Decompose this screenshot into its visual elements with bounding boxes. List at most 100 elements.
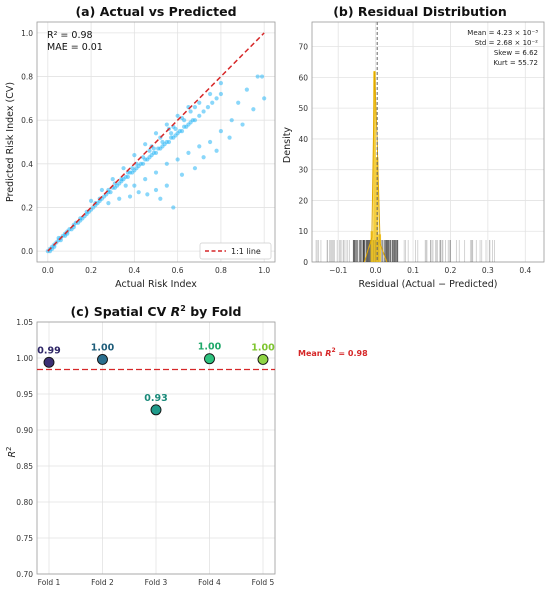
scatter-point [145,192,150,197]
scatter-point [164,183,169,188]
fold-point [257,353,269,365]
scatter-point [88,198,94,204]
scatter-point [164,161,169,166]
scatter-point [218,80,224,86]
scatter-point [210,100,215,105]
scatter-point [179,128,185,134]
scatter-point [132,152,137,158]
panel-a-ytick: 0.0 [21,247,33,256]
panel-b-ytick: 70 [298,43,308,52]
scatter-point [173,126,178,132]
scatter-point [192,166,198,171]
stat-mean: Mean = 4.23 × 10⁻³ [467,29,538,37]
fold-point [204,353,215,365]
stat-kurt: Kurt = 55.72 [493,59,538,67]
one-to-one-line [47,32,265,252]
scatter-point [153,150,159,156]
scatter-point [63,233,68,238]
panel-c-ytick: 0.80 [16,498,33,507]
panel-a-ylabel: Predicted Risk Index (CV) [5,82,16,202]
scatter-point [132,183,137,188]
scatter-point [179,172,185,177]
scatter-point [117,196,122,201]
scatter-point [201,109,206,114]
scatter-point [251,107,256,112]
panel-b-ytick: 50 [298,104,308,113]
scatter-point [127,194,133,199]
panel-b-ytick: 30 [298,166,308,175]
panel-a-title: (a) Actual vs Predicted [75,4,236,19]
panel-c-ylabel: R2 [5,446,18,457]
scatter-point [192,104,198,110]
panel-a-xlabel: Actual Risk Index [115,279,197,290]
scatter-point [236,100,241,105]
scatter-point [140,161,146,166]
panel-b-xlabel: Residual (Actual − Predicted) [359,279,498,290]
scatter-point [164,122,169,127]
scatter-point [255,74,260,79]
scatter-point [207,139,213,145]
r2-annotation: R² = 0.98 [47,30,93,41]
fold-tick-label: Fold 1 [38,578,61,587]
scatter-point [197,144,202,149]
residual-histogram [363,71,388,263]
panel-c-title: (c) Spatial CV R2 by Fold [71,304,242,319]
panel-a-xtick: 0.8 [215,266,227,275]
scatter-point [218,128,224,134]
scatter-point [147,148,152,153]
fold-tick-label: Fold 5 [252,578,275,587]
scatter-point [259,74,265,79]
panel-b-xtick: 0.1 [407,266,419,275]
scatter-point [188,109,193,114]
fold-value-label: 0.93 [144,393,167,404]
panel-b: (b) Residual Distribution −0.1 0.0 0.1 0.2 0… [282,4,545,290]
panel-a-xtick: 1.0 [258,266,270,275]
scatter-point [197,113,202,118]
fold-tick-label: Fold 3 [145,578,168,587]
scatter-point [182,118,187,123]
scatter-point [151,146,156,151]
panel-b-frame [311,21,545,263]
scatter-point [214,96,219,101]
panel-a-legend: 1:1 line [199,242,272,260]
panel-a-ytick: 1.0 [21,29,33,38]
scatter-point [121,166,126,171]
panel-c-ytick: 0.70 [16,570,33,579]
scatter-point [125,174,130,180]
scatter-point [186,150,191,156]
scatter-point [140,155,146,160]
panel-b-ytick: 0 [303,258,308,267]
fold-point [43,356,55,368]
scatter-point [153,131,159,136]
fold-points: 0.99 1.00 0.93 1.00 1.00 [37,342,275,416]
panel-b-ylabel: Density [282,127,293,163]
legend-box [199,242,272,260]
panel-c-ytick: 0.75 [16,534,33,543]
panel-b-xtick: 0.2 [444,266,456,275]
fold-value-label: 1.00 [91,342,115,353]
scatter-point [214,148,219,153]
scatter-point [153,187,159,193]
panel-a-ytick: 0.4 [21,160,33,169]
scatter-point [166,139,172,145]
scatter-point [136,190,141,195]
panel-b-ytick: 40 [298,135,308,144]
panel-c-ytick: 0.85 [16,462,33,471]
scatter-point [123,183,128,188]
fold-value-label: 1.00 [251,342,275,353]
panel-c-ytick: 1.05 [16,318,33,327]
panel-a-ytick: 0.2 [21,203,33,212]
scatter-point [169,131,174,136]
scatter-point [205,104,211,110]
mean-r2-label: Mean R2 = 0.98 [298,347,368,358]
scatter-point [207,91,213,97]
scatter-point [99,187,105,193]
fold-tick-label: Fold 2 [91,578,114,587]
scatter-point [84,211,89,217]
histogram-bar [378,234,382,262]
scatter-point [262,96,267,101]
panel-a-xtick: 0.4 [128,266,140,275]
scatter-point [227,135,232,140]
histogram-bar [373,71,376,262]
scatter-point [106,200,111,206]
